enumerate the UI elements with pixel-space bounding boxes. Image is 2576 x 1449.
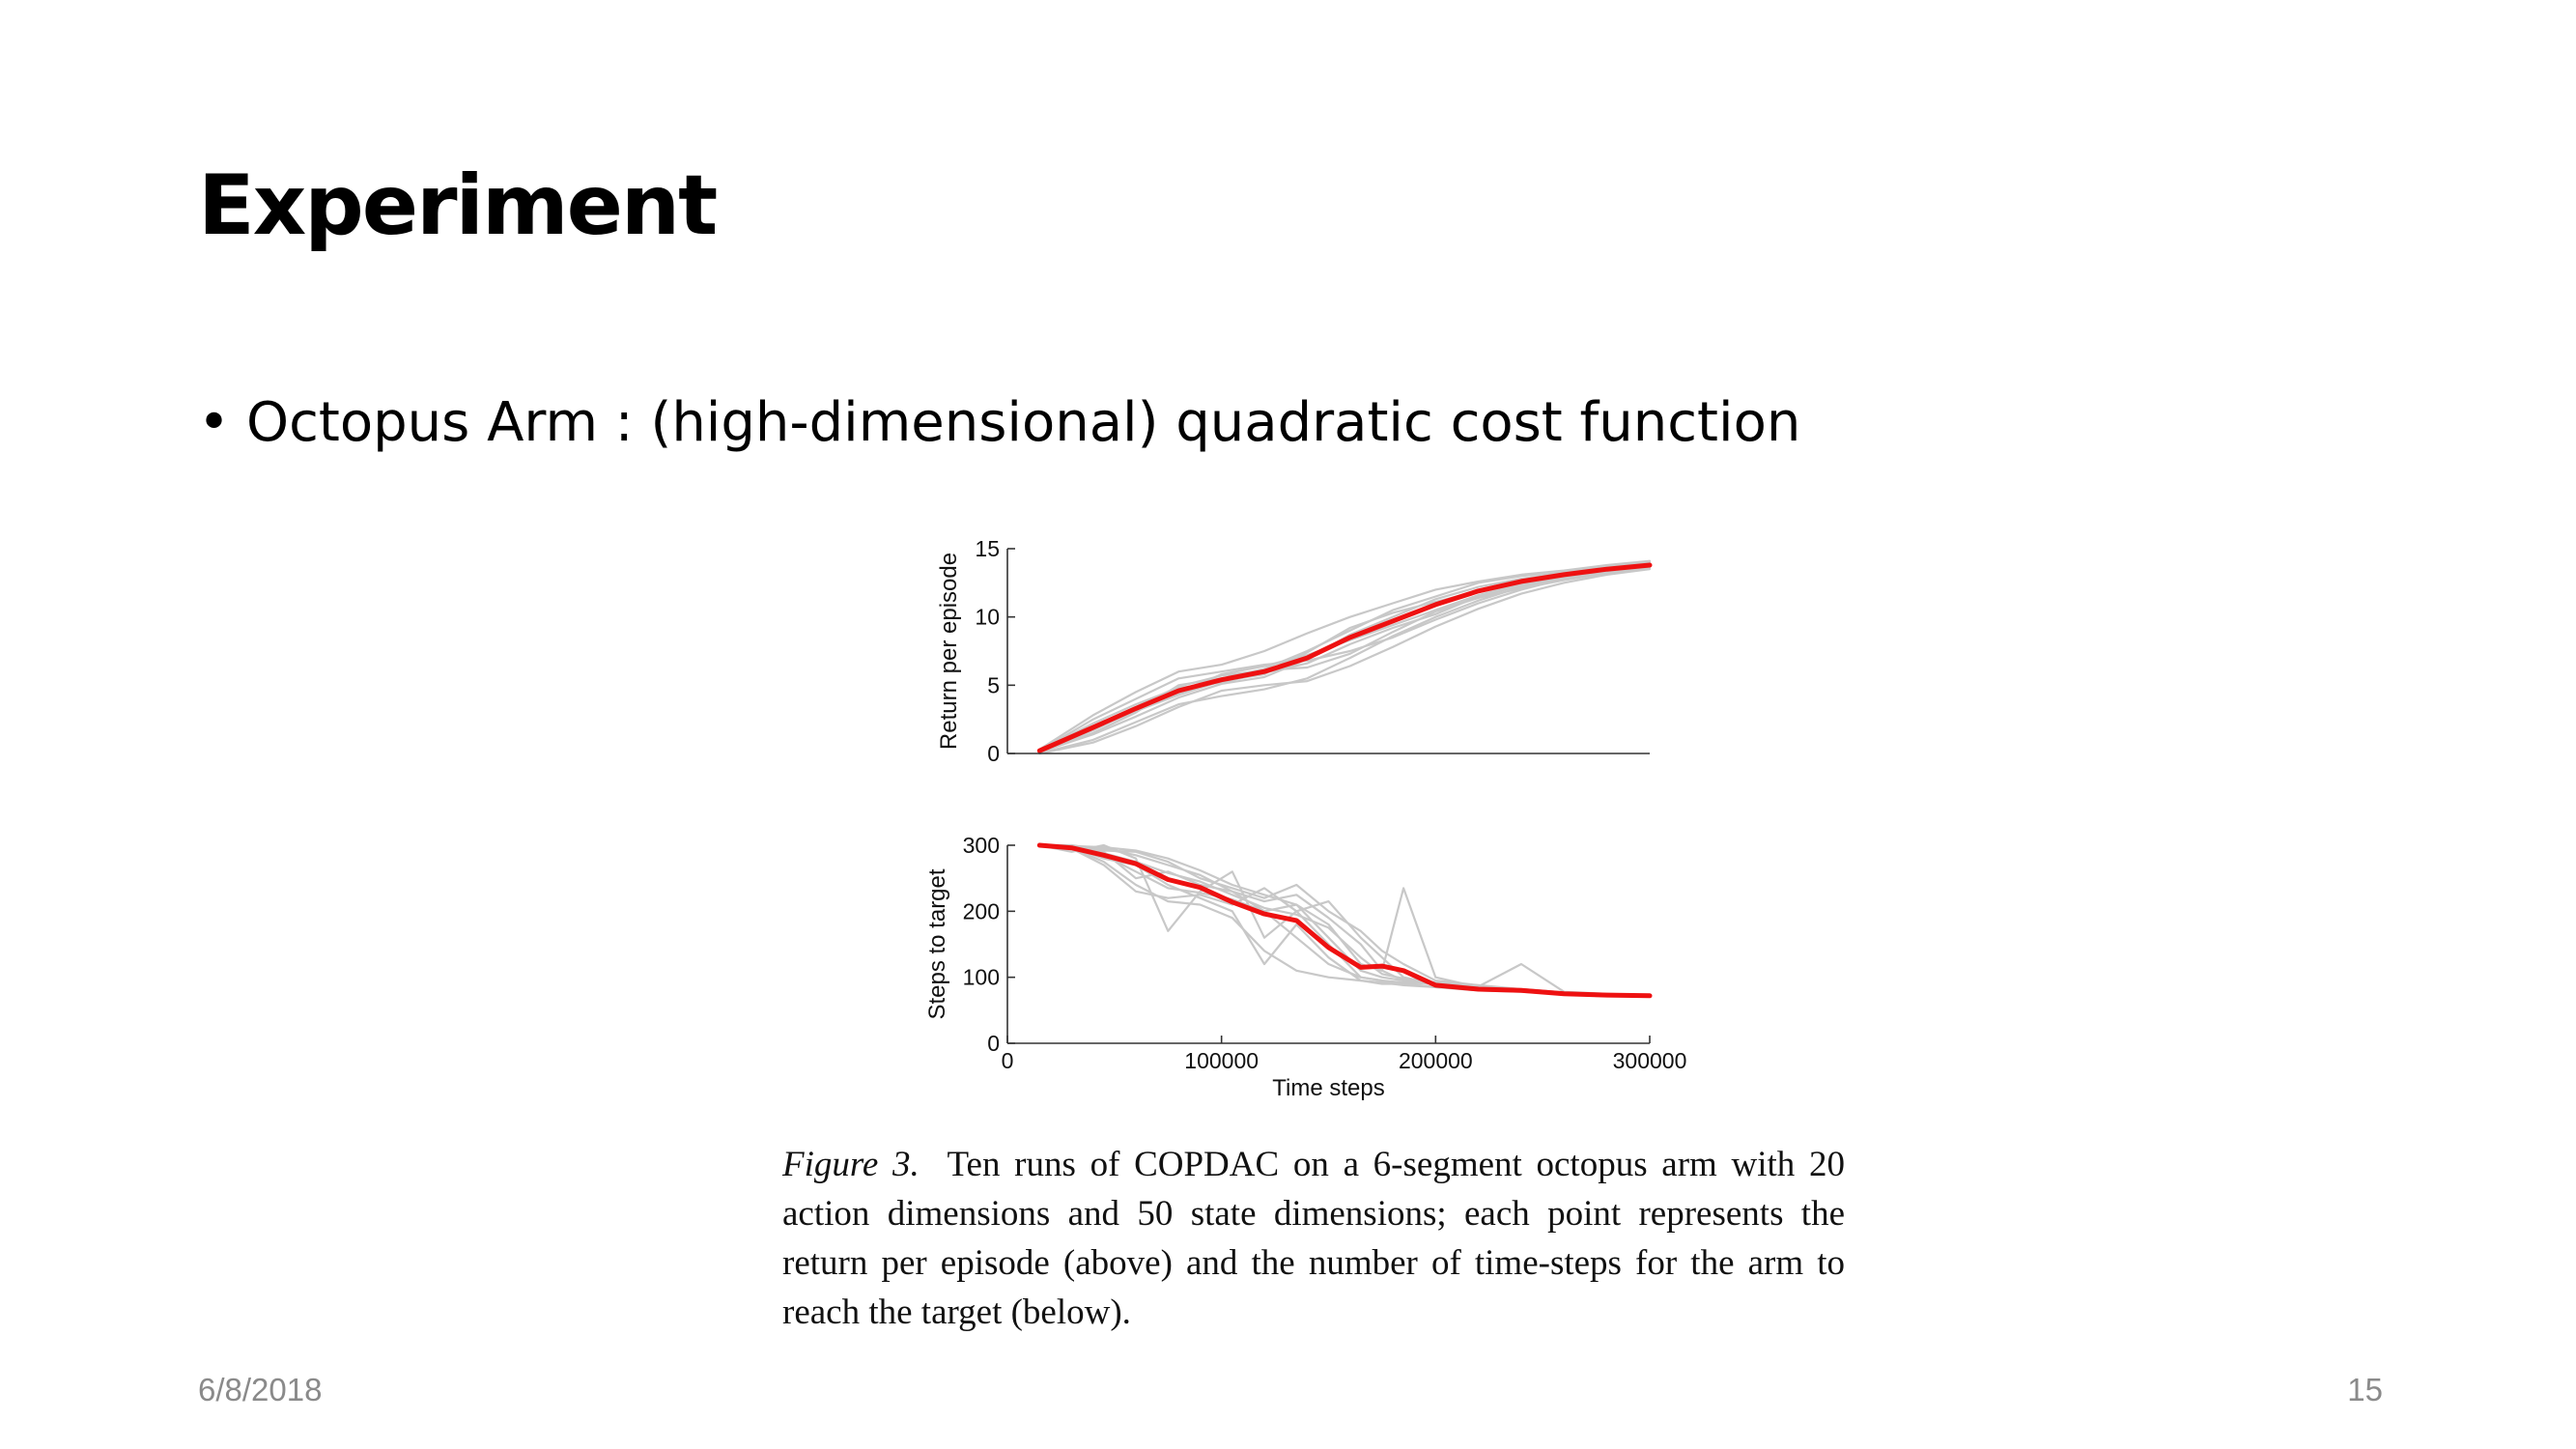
y-tick-label: 100: [963, 965, 1000, 990]
y-tick-label: 10: [975, 605, 1000, 630]
caption-label: Figure 3.: [782, 1145, 920, 1184]
bullet-dot-icon: •: [198, 391, 231, 454]
x-tick-label: 200000: [1399, 1048, 1473, 1073]
figure-caption: Figure 3. Ten runs of COPDAC on a 6-segm…: [782, 1140, 1845, 1337]
x-tick-label: 300000: [1613, 1048, 1687, 1073]
return-per-episode-chart: 0 5 10 15 Return per episode: [936, 536, 1653, 766]
y-axis-label: Return per episode: [936, 553, 962, 750]
run-series-line: [1038, 565, 1652, 755]
run-series-line: [1038, 843, 1652, 997]
run-series-line: [1038, 568, 1652, 755]
caption-text: Ten runs of COPDAC on a 6-segment octopu…: [782, 1145, 1845, 1332]
bullet-text: Octopus Arm : (high-dimensional) quadrat…: [246, 391, 1801, 454]
y-tick-label: 5: [987, 672, 1000, 697]
figure-charts: 0 5 10 15 Return per episode 0 100 200 300 0 1000…: [924, 536, 1686, 1101]
x-axis-label: Time steps: [1272, 1075, 1384, 1101]
run-series-line: [1038, 559, 1652, 751]
run-series-line: [1038, 563, 1652, 753]
slide-title: Experiment: [198, 157, 718, 254]
footer-date: 6/8/2018: [198, 1372, 323, 1407]
y-tick-label: 0: [987, 1031, 1000, 1056]
x-tick-label: 0: [1002, 1048, 1014, 1073]
mean-series-line: [1036, 562, 1653, 753]
footer-page-number: 15: [2347, 1372, 2383, 1407]
y-tick-label: 200: [963, 898, 1000, 923]
steps-to-target-chart: 0 100 200 300 0 100000 200000 300000 Steps to ta…: [924, 833, 1686, 1101]
run-series-line: [1038, 843, 1652, 997]
y-tick-label: 15: [975, 536, 1000, 561]
mean-series-line: [1036, 842, 1653, 999]
y-tick-label: 300: [963, 833, 1000, 858]
y-axis-label: Steps to target: [924, 868, 950, 1019]
x-tick-label: 100000: [1184, 1048, 1259, 1073]
bullet-item: • Octopus Arm : (high-dimensional) quadra…: [198, 396, 1800, 450]
y-tick-label: 0: [987, 741, 1000, 766]
